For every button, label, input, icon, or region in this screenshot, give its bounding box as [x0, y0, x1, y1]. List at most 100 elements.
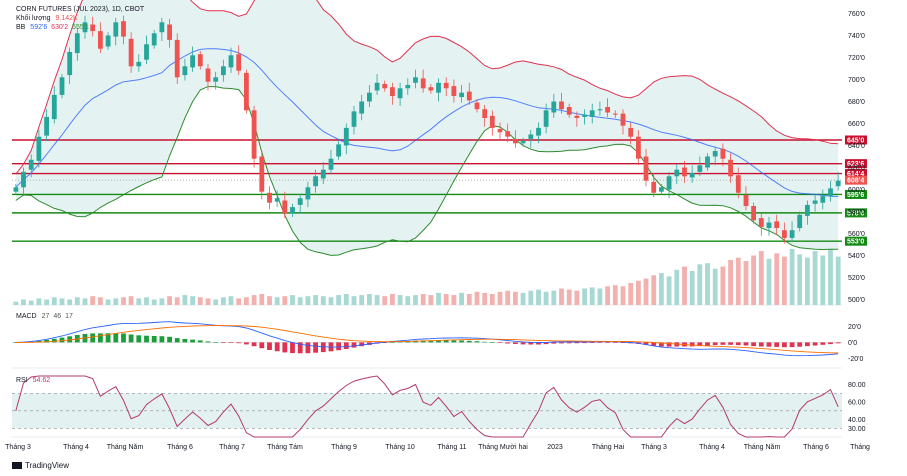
resistance-tag-label[interactable]: 614'4 — [847, 171, 864, 178]
price-tick-label[interactable]: 580'0 — [848, 209, 865, 216]
macd-histogram-bar — [543, 342, 549, 345]
time-tick-label[interactable]: Tháng 3 — [5, 444, 31, 451]
support-tag-label[interactable]: 595'6 — [847, 192, 864, 199]
candle-body — [82, 22, 88, 33]
macd-histogram-bar — [574, 342, 580, 344]
time-tick-label[interactable]: Tháng Năm — [107, 444, 144, 451]
time-tick-label[interactable]: Tháng — [850, 444, 870, 451]
bb-legend-lower: 555'1 — [72, 24, 89, 31]
candle-body — [305, 187, 311, 200]
rsi-pane[interactable] — [12, 375, 842, 438]
macd-histogram-bar — [797, 342, 803, 347]
volume-bar — [405, 296, 411, 305]
price-tick-label[interactable]: 620'0 — [848, 165, 865, 172]
volume-bar — [497, 291, 503, 305]
bollinger-bands — [15, 0, 839, 256]
price-tick-label[interactable]: 700'0 — [848, 77, 865, 84]
price-axis[interactable]: 760'0 740'0 720'0 700'0 680'0 660'0 640'0 620'0… — [848, 11, 866, 433]
candle-body — [105, 35, 111, 47]
tradingview-logo-text: TradingView — [25, 461, 70, 470]
price-tick-label[interactable]: 560'0 — [848, 231, 865, 238]
rsi-tick-label[interactable]: 40.00 — [848, 417, 866, 424]
bb-legend-upper: 630'2 — [51, 24, 69, 31]
time-tick-label[interactable]: 2023 — [547, 444, 563, 451]
volume-bar — [597, 288, 603, 305]
candle-body — [390, 87, 395, 96]
time-tick-label[interactable]: Tháng 4 — [699, 444, 725, 451]
price-tick-label[interactable]: 720'0 — [848, 55, 865, 62]
candle-body — [90, 24, 96, 32]
rsi-tick-label[interactable]: 80.00 — [848, 382, 866, 389]
support-tag-label[interactable]: 553'0 — [847, 239, 864, 246]
time-tick-label[interactable]: Tháng Hai — [592, 444, 625, 451]
time-tick-label[interactable]: Tháng Năm — [744, 444, 781, 451]
candle-body — [543, 110, 549, 127]
macd-histogram-bar — [820, 342, 826, 345]
volume-bar — [274, 297, 280, 305]
price-tick-label[interactable]: 640'0 — [848, 143, 865, 150]
price-tick-label[interactable]: 600'0 — [848, 187, 865, 194]
volume-bar — [221, 297, 226, 305]
volume-bar — [835, 256, 841, 305]
volume-bar — [297, 297, 303, 305]
volume-bar — [636, 280, 641, 305]
price-tick-label[interactable]: 680'0 — [848, 99, 865, 106]
volume-bar — [44, 299, 49, 305]
price-tick-label[interactable]: 660'0 — [848, 121, 865, 128]
volume-bar — [720, 266, 726, 305]
volume-bar — [67, 299, 73, 305]
macd-histogram-bar — [236, 342, 242, 344]
volume-bar — [197, 297, 203, 305]
candle-body — [13, 187, 19, 192]
resistance-tag-label[interactable]: 623'6 — [847, 161, 864, 168]
time-tick-label[interactable]: Tháng 6 — [167, 444, 193, 451]
volume-bar — [536, 289, 541, 305]
volume-bar — [413, 295, 418, 305]
time-tick-label[interactable]: Tháng 10 — [385, 444, 415, 451]
candle-body — [244, 72, 249, 111]
price-tick-label[interactable]: 520'0 — [848, 275, 865, 282]
price-tick-label[interactable]: 760'0 — [848, 11, 865, 18]
candle-body — [205, 68, 211, 82]
candle-body — [259, 156, 265, 192]
candle-body — [267, 192, 272, 203]
tradingview-logo[interactable]: TradingView — [12, 461, 69, 470]
time-tick-label[interactable]: Tháng Mười hai — [478, 444, 528, 451]
time-tick-label[interactable]: Tháng 11 — [437, 444, 466, 451]
bb-upper-line — [15, 0, 839, 175]
candle-body — [236, 54, 242, 71]
volume-bar — [397, 295, 403, 305]
macd-histogram-bar — [451, 340, 457, 343]
time-tick-label[interactable]: Tháng 7 — [219, 444, 245, 451]
support-tag-label[interactable]: 578'6 — [847, 210, 864, 217]
price-candles[interactable] — [13, 15, 841, 244]
rsi-tick-label[interactable]: 30.00 — [848, 426, 866, 433]
macd-tick-label[interactable]: -20'0 — [848, 356, 863, 363]
volume-bar — [782, 256, 787, 305]
volume-bar — [651, 275, 657, 305]
time-tick-label[interactable]: Tháng 9 — [331, 444, 357, 451]
time-tick-label[interactable]: Tháng 3 — [641, 444, 667, 451]
volume-bar — [766, 258, 772, 305]
price-tick-label[interactable]: 500'0 — [848, 297, 865, 304]
macd-tick-label[interactable]: 20'0 — [848, 324, 861, 331]
macd-pane[interactable] — [12, 321, 842, 357]
price-tick-label[interactable]: 540'0 — [848, 253, 865, 260]
macd-legend-label: MACD — [16, 313, 37, 320]
candle-body — [835, 180, 841, 187]
horizontal-levels[interactable]: 645'0 623'6 614'4 595'6 578'6 553'0 608'4 — [12, 135, 867, 246]
macd-tick-label[interactable]: 0'0 — [848, 340, 857, 347]
macd-histogram-bar — [735, 342, 741, 346]
resistance-tag-label[interactable]: 645'0 — [847, 138, 864, 145]
grid — [12, 304, 842, 438]
last-price-tag-label[interactable]: 608'4 — [847, 178, 864, 185]
candle-body — [797, 214, 803, 228]
time-axis[interactable]: Tháng 3 Tháng 4 Tháng Năm Tháng 6 Tháng 7 Thá… — [5, 444, 870, 451]
macd-histogram-bar — [505, 342, 511, 344]
time-tick-label[interactable]: Tháng 4 — [63, 444, 89, 451]
time-tick-label[interactable]: Tháng 6 — [803, 444, 829, 451]
time-tick-label[interactable]: Tháng Tám — [267, 444, 303, 451]
rsi-tick-label[interactable]: 60.00 — [848, 400, 866, 407]
price-tick-label[interactable]: 740'0 — [848, 33, 865, 40]
